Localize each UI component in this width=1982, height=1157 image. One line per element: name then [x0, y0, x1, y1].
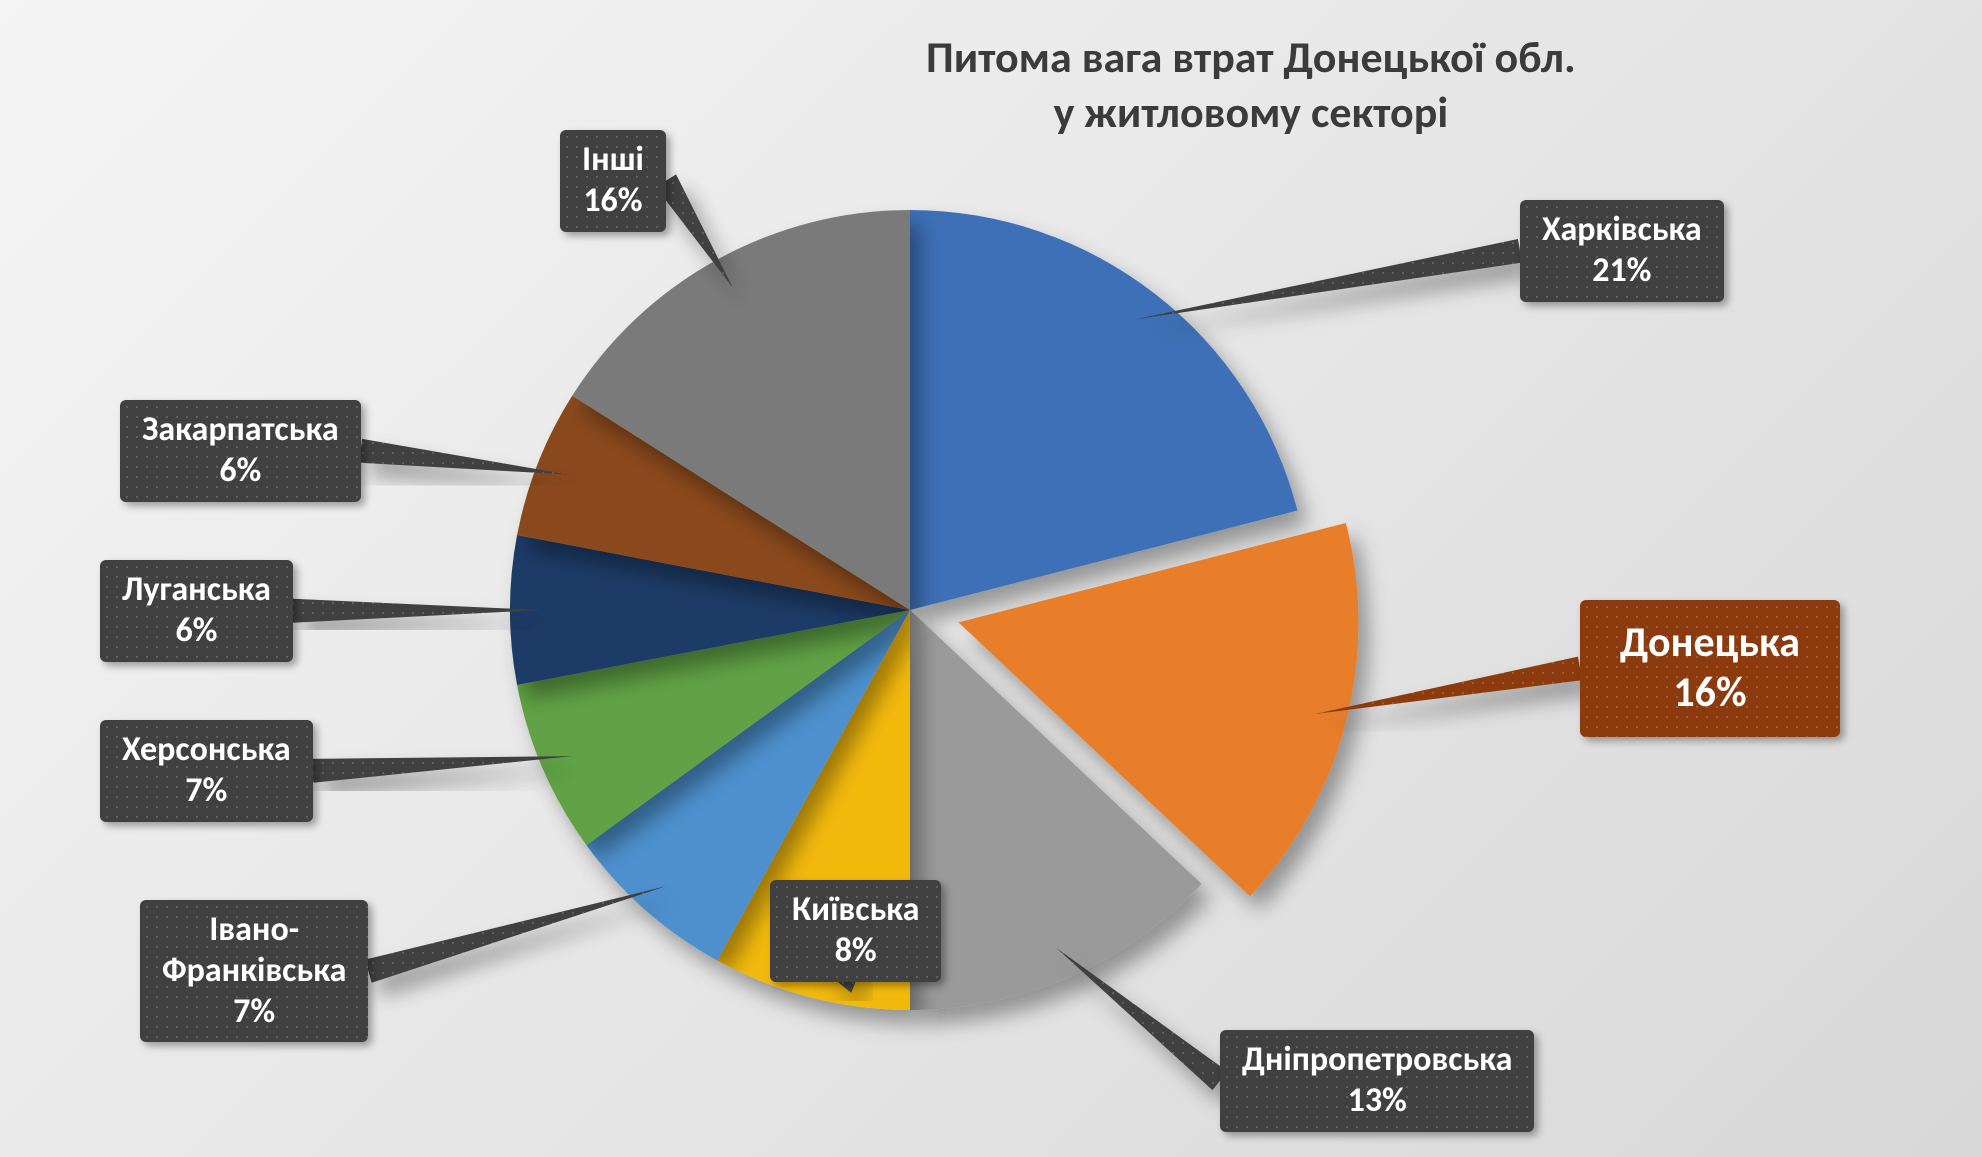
pie-callout: Дніпропетровська 13%	[1220, 1030, 1534, 1132]
pie-callout: Закарпатська 6%	[120, 400, 361, 502]
pie-callout: Івано- Франківська 7%	[140, 900, 368, 1042]
pie-callout: Луганська 6%	[100, 560, 293, 662]
pie-callout: Херсонська 7%	[100, 720, 313, 822]
pie-callout: Харківська 21%	[1520, 200, 1724, 302]
pie-chart-container: Питома вага втрат Донецької обл. у житло…	[0, 0, 1982, 1157]
pie-callout: Інші 16%	[560, 130, 666, 232]
pie-callout: Донецька 16%	[1580, 600, 1840, 737]
pie-slice	[910, 210, 1297, 610]
pie-callout: Київська 8%	[770, 880, 941, 982]
